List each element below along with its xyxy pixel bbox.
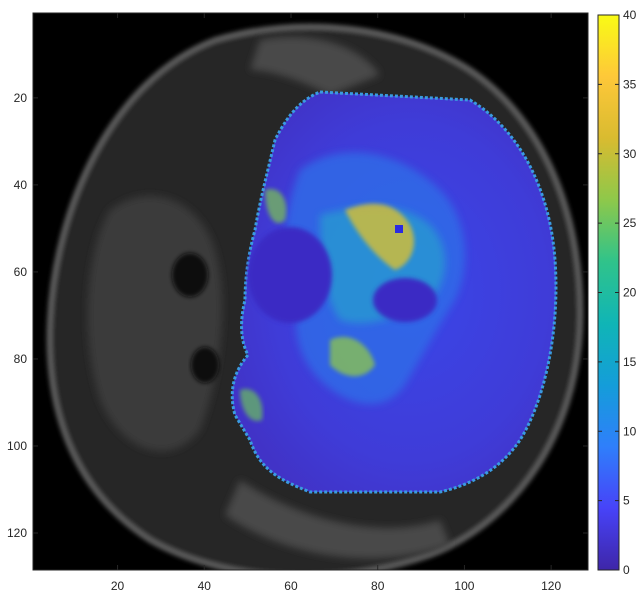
y-tick-label: 120 [7,526,27,540]
y-tick-label: 40 [14,178,28,192]
x-axis: 20 40 60 80 100 120 [111,13,561,593]
colorbar-tick-label: 35 [623,77,637,91]
x-tick-label: 20 [111,579,125,593]
colorbar-tick-label: 20 [623,286,637,300]
dark-region-upper [172,253,208,297]
axes-frame [32,12,589,571]
colorbar-tick-label: 30 [623,147,637,161]
x-tick-label: 100 [454,579,474,593]
colorbar-tick-label: 40 [623,8,637,22]
colorbar-tick-label: 10 [623,424,637,438]
y-axis: 20 40 60 80 100 120 [7,91,588,540]
colorbar-tick-label: 0 [623,563,630,577]
dark-region-lower [191,347,219,383]
colorbar-axis: 0 5 10 15 20 25 30 35 40 [598,8,637,577]
x-tick-label: 120 [541,579,561,593]
cavity-left [248,227,332,323]
cavity-right [373,278,437,322]
y-tick-label: 100 [7,439,27,453]
hot-pixel [395,225,403,233]
y-tick-label: 60 [14,265,28,279]
y-tick-label: 20 [14,91,28,105]
x-tick-label: 60 [284,579,298,593]
y-tick-label: 80 [14,352,28,366]
x-tick-label: 80 [371,579,385,593]
edge-low-region [240,389,263,421]
upper-tissue [250,36,380,95]
moderate-value-region [330,336,375,377]
x-tick-label: 40 [198,579,212,593]
colorbar-tick-label: 25 [623,216,637,230]
image-plot [33,13,588,570]
colorbar-tick-label: 5 [623,494,630,508]
colorbar-tick-label: 15 [623,355,637,369]
lower-tissue [225,480,450,559]
parametric-overlay [230,90,558,494]
edge-high-region [265,189,287,224]
high-value-region [345,203,415,270]
left-tissue [87,195,223,452]
